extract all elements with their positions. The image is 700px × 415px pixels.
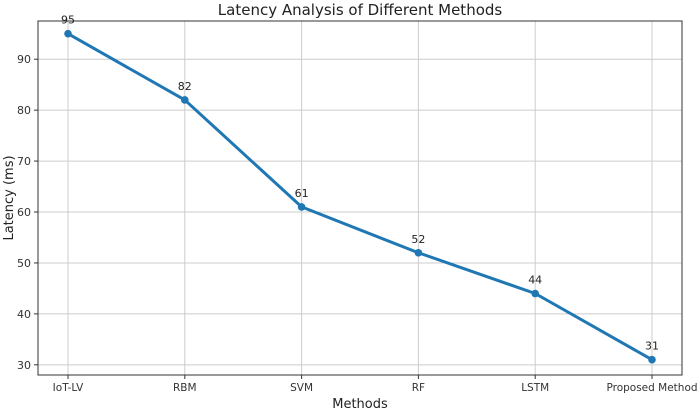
y-tick-label: 40 (17, 308, 31, 321)
series-line-path (66, 32, 654, 362)
chart-title: Latency Analysis of Different Methods (218, 1, 503, 19)
x-tick-label: LSTM (521, 382, 549, 394)
data-point (297, 203, 306, 211)
plot-frame (37, 20, 683, 376)
data-label: 31 (645, 340, 659, 353)
y-axis-label: Latency (ms) (2, 155, 17, 240)
y-tick-label: 50 (17, 257, 31, 270)
x-tick-label: RF (412, 382, 425, 394)
y-tick-label: 80 (17, 104, 31, 117)
y-tick-label: 70 (17, 155, 31, 168)
data-point (181, 96, 189, 104)
grid-lines (38, 21, 682, 375)
data-point (64, 29, 72, 38)
data-point (414, 248, 423, 257)
data-label: 95 (61, 14, 75, 27)
data-labels: 95 82 61 52 44 31 (61, 14, 659, 353)
y-tick-label: 60 (17, 206, 31, 219)
data-label: 82 (178, 80, 192, 93)
data-label: 52 (411, 233, 425, 246)
data-label: 61 (295, 187, 309, 200)
axis-ticks: 30 40 50 60 70 80 90 IoT-LV RBM SVM RF LSTM Proposed… (17, 53, 698, 394)
y-tick-label: 30 (17, 359, 31, 372)
data-point (648, 355, 656, 364)
x-tick-label: RBM (173, 382, 197, 394)
data-point (531, 289, 539, 298)
x-axis-label: Methods (332, 397, 388, 411)
y-tick-label: 90 (17, 53, 31, 66)
series-line (64, 29, 656, 364)
x-tick-label: Proposed Method (606, 382, 697, 394)
x-tick-label: SVM (290, 382, 313, 394)
data-label: 44 (528, 274, 542, 287)
x-tick-label: IoT-LV (53, 382, 84, 394)
